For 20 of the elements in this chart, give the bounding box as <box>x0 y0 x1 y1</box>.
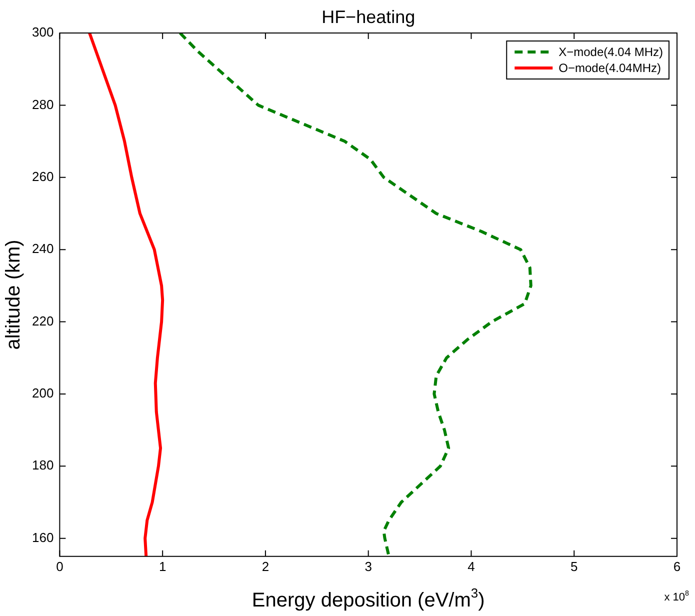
y-axis-title: altitude (km) <box>2 240 25 350</box>
x-tick-label: 6 <box>673 558 681 574</box>
legend-label: O−mode(4.04MHz) <box>558 61 661 75</box>
chart-title: HF−heating <box>322 7 416 27</box>
x-tick-label: 5 <box>570 558 578 574</box>
x-tick-label: 4 <box>468 558 475 574</box>
y-tick-label: 180 <box>32 458 54 473</box>
y-tick-label: 160 <box>32 530 54 545</box>
y-tick-label: 200 <box>32 386 54 401</box>
x-tick-label: 0 <box>56 558 64 574</box>
y-tick-label: 220 <box>32 313 54 328</box>
x-tick-label: 2 <box>262 558 270 574</box>
legend-label: X−mode(4.04 MHz) <box>558 45 664 59</box>
x-tick-label: 3 <box>364 558 372 574</box>
y-tick-label: 280 <box>32 96 54 112</box>
line-series <box>178 33 532 556</box>
y-tick-label: 240 <box>32 241 54 256</box>
x-tick-label: 1 <box>158 558 166 574</box>
y-tick-label: 300 <box>32 24 54 40</box>
y-tick-label: 260 <box>32 168 54 184</box>
